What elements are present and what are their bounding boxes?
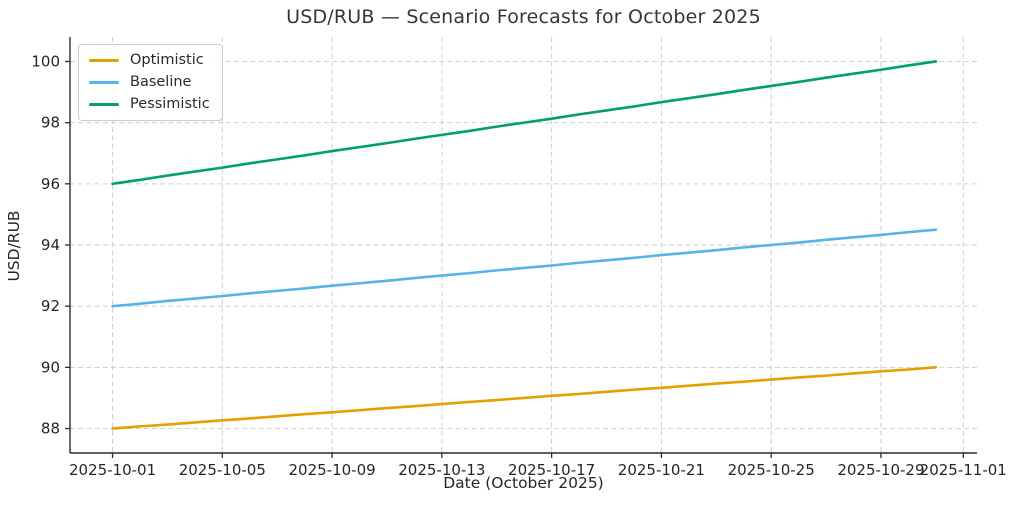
svg-text:2025-10-05: 2025-10-05 bbox=[179, 461, 266, 479]
svg-text:2025-11-01: 2025-11-01 bbox=[920, 461, 1007, 479]
svg-text:2025-10-17: 2025-10-17 bbox=[508, 461, 595, 479]
svg-text:98: 98 bbox=[41, 114, 60, 132]
svg-text:2025-10-29: 2025-10-29 bbox=[837, 461, 924, 479]
legend-item-baseline: Baseline bbox=[89, 74, 210, 91]
legend-label-optimistic: Optimistic bbox=[130, 52, 204, 68]
legend: Optimistic Baseline Pessimistic bbox=[78, 44, 223, 121]
legend-label-baseline: Baseline bbox=[130, 74, 192, 90]
svg-text:2025-10-21: 2025-10-21 bbox=[618, 461, 705, 479]
svg-text:90: 90 bbox=[41, 358, 60, 376]
svg-text:2025-10-25: 2025-10-25 bbox=[728, 461, 815, 479]
svg-text:2025-10-13: 2025-10-13 bbox=[398, 461, 485, 479]
x-axis-label: Date (October 2025) bbox=[443, 474, 604, 492]
legend-item-pessimistic: Pessimistic bbox=[89, 96, 210, 113]
legend-item-optimistic: Optimistic bbox=[89, 52, 210, 69]
legend-swatch-pessimistic bbox=[89, 103, 119, 106]
legend-swatch-optimistic bbox=[89, 59, 119, 62]
chart-title: USD/RUB — Scenario Forecasts for October… bbox=[286, 6, 761, 28]
svg-text:94: 94 bbox=[41, 236, 60, 254]
svg-text:92: 92 bbox=[41, 297, 60, 315]
svg-text:2025-10-09: 2025-10-09 bbox=[288, 461, 375, 479]
legend-label-pessimistic: Pessimistic bbox=[130, 96, 210, 112]
y-axis-label: USD/RUB bbox=[5, 210, 23, 282]
svg-text:2025-10-01: 2025-10-01 bbox=[69, 461, 156, 479]
legend-swatch-baseline bbox=[89, 81, 119, 84]
svg-text:96: 96 bbox=[41, 175, 60, 193]
svg-text:88: 88 bbox=[41, 420, 60, 438]
svg-text:100: 100 bbox=[31, 52, 60, 70]
